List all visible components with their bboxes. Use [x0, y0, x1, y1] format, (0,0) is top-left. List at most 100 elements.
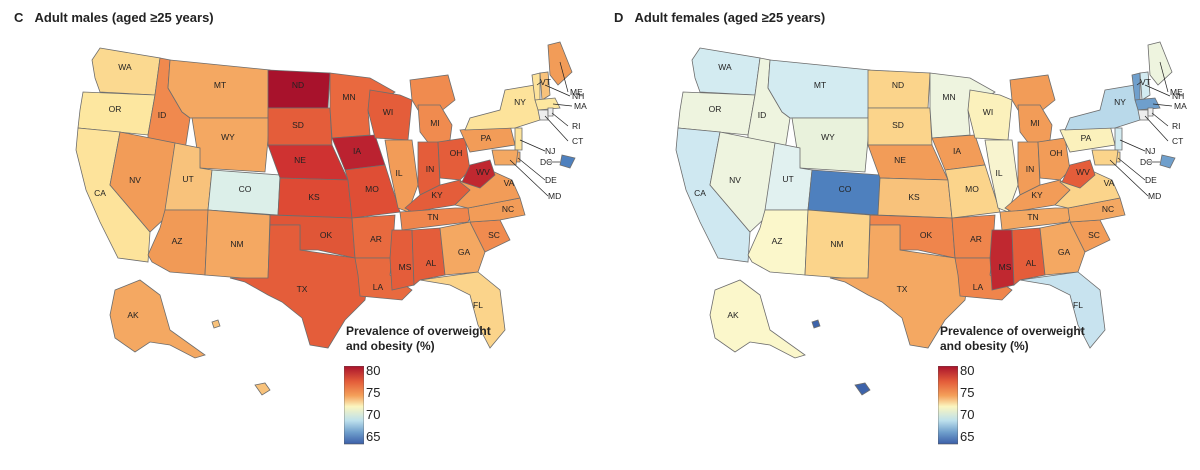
state-label-de: DE — [1145, 175, 1157, 185]
legend-tick-75: 75 — [366, 385, 381, 400]
state-label-fl: FL — [473, 300, 483, 310]
state-label-ne: NE — [894, 155, 906, 165]
state-label-nj: NJ — [1145, 146, 1155, 156]
state-ny — [464, 84, 541, 131]
state-label-mt: MT — [814, 80, 826, 90]
legend-tick-80: 80 — [960, 363, 975, 378]
state-label-vt: VT — [540, 77, 551, 87]
state-dc — [559, 154, 576, 169]
leader-line-ri — [551, 112, 569, 127]
leader-line-vt — [536, 81, 542, 86]
leader-line-nh — [1144, 84, 1171, 97]
state-label-wa: WA — [718, 62, 732, 72]
legend-tick-70: 70 — [960, 407, 975, 422]
state-nv — [709, 131, 776, 233]
state-nh — [539, 71, 551, 101]
legend-title: Prevalence of overweight and obesity (%) — [940, 324, 1085, 354]
state-label-nh: NH — [1172, 91, 1184, 101]
state-wv — [1061, 159, 1096, 189]
leader-line-ct — [1144, 115, 1169, 142]
state-ga — [1039, 221, 1086, 276]
state-ne — [867, 144, 949, 181]
legend-title-line1: Prevalence of overweight — [346, 324, 491, 338]
state-ma — [534, 97, 561, 111]
state-label-va: VA — [1104, 178, 1115, 188]
state-label-nv: NV — [729, 175, 741, 185]
state-ga — [439, 221, 486, 276]
state-label-ga: GA — [458, 247, 471, 257]
state-label-pa: PA — [481, 133, 492, 143]
leader-line-nj — [519, 139, 546, 152]
legend-colorbar — [344, 366, 364, 445]
state-label-ct: CT — [1172, 136, 1183, 146]
state-label-nh: NH — [572, 91, 584, 101]
legend-tick-65: 65 — [366, 429, 381, 444]
state-label-ky: KY — [1031, 190, 1043, 200]
state-label-ks: KS — [308, 192, 320, 202]
state-label-ma: MA — [574, 101, 587, 111]
legend-tick-75: 75 — [960, 385, 975, 400]
state-label-mn: MN — [342, 92, 355, 102]
state-label-wi: WI — [383, 107, 393, 117]
state-label-nc: NC — [502, 204, 514, 214]
state-label-ct: CT — [572, 136, 583, 146]
state-label-ks: KS — [908, 192, 920, 202]
state-mn — [329, 72, 396, 139]
panel-title: C Adult males (aged ≥25 years) — [14, 10, 214, 25]
state-label-ok: OK — [920, 230, 933, 240]
state-label-sd: SD — [892, 120, 904, 130]
state-nj — [514, 127, 523, 151]
state-al — [1011, 227, 1046, 286]
state-label-dc: DC — [540, 157, 552, 167]
leader-line-vt — [1136, 81, 1142, 86]
state-label-mo: MO — [965, 184, 979, 194]
panel-letter: C — [14, 10, 24, 25]
state-oh — [1037, 137, 1071, 181]
panel-label: Adult males (aged ≥25 years) — [34, 10, 214, 25]
state-label-tn: TN — [427, 212, 438, 222]
legend-tick-70: 70 — [366, 407, 381, 422]
state-label-oh: OH — [1050, 148, 1063, 158]
state-md — [1091, 149, 1119, 166]
state-me — [547, 41, 573, 86]
state-hi — [254, 382, 271, 396]
state-label-me: ME — [570, 87, 583, 97]
state-label-or: OR — [109, 104, 122, 114]
state-label-il: IL — [995, 168, 1002, 178]
leader-line-nj — [1119, 139, 1146, 152]
state-label-tn: TN — [1027, 212, 1038, 222]
panel-label: Adult females (aged ≥25 years) — [634, 10, 826, 25]
state-label-mi: MI — [1030, 118, 1039, 128]
state-fl — [419, 271, 506, 349]
state-label-id: ID — [758, 110, 767, 120]
state-md — [491, 149, 519, 166]
state-label-az: AZ — [772, 236, 783, 246]
state-label-in: IN — [426, 164, 435, 174]
state-ne — [267, 144, 349, 181]
state-label-wv: WV — [476, 167, 490, 177]
state-label-tx: TX — [297, 284, 308, 294]
state-me — [1147, 41, 1173, 86]
state-ma — [1134, 97, 1161, 111]
state-label-md: MD — [1148, 191, 1161, 201]
state-label-ky: KY — [431, 190, 443, 200]
state-label-il: IL — [395, 168, 402, 178]
state-al — [411, 227, 446, 286]
state-label-ar: AR — [970, 234, 982, 244]
state-ms — [989, 229, 1015, 291]
us-choropleth-map: WA OR CA ID NV MT WY UT CO AZ NM ND SD NE KS OK TX MN IA MO… — [75, 41, 587, 396]
state-label-mo: MO — [365, 184, 379, 194]
state-oh — [437, 137, 471, 181]
state-label-ak: AK — [727, 310, 739, 320]
state-label-mi: MI — [430, 118, 439, 128]
leader-line-ct — [544, 115, 569, 142]
state-ct — [537, 109, 549, 121]
state-nj — [1114, 127, 1123, 151]
state-label-wv: WV — [1076, 167, 1090, 177]
legend-tick-65: 65 — [960, 429, 975, 444]
state-label-ne: NE — [294, 155, 306, 165]
leader-line-ma — [1152, 103, 1173, 107]
state-label-al: AL — [426, 258, 437, 268]
state-label-nd: ND — [292, 80, 304, 90]
state-ny — [1064, 84, 1141, 131]
